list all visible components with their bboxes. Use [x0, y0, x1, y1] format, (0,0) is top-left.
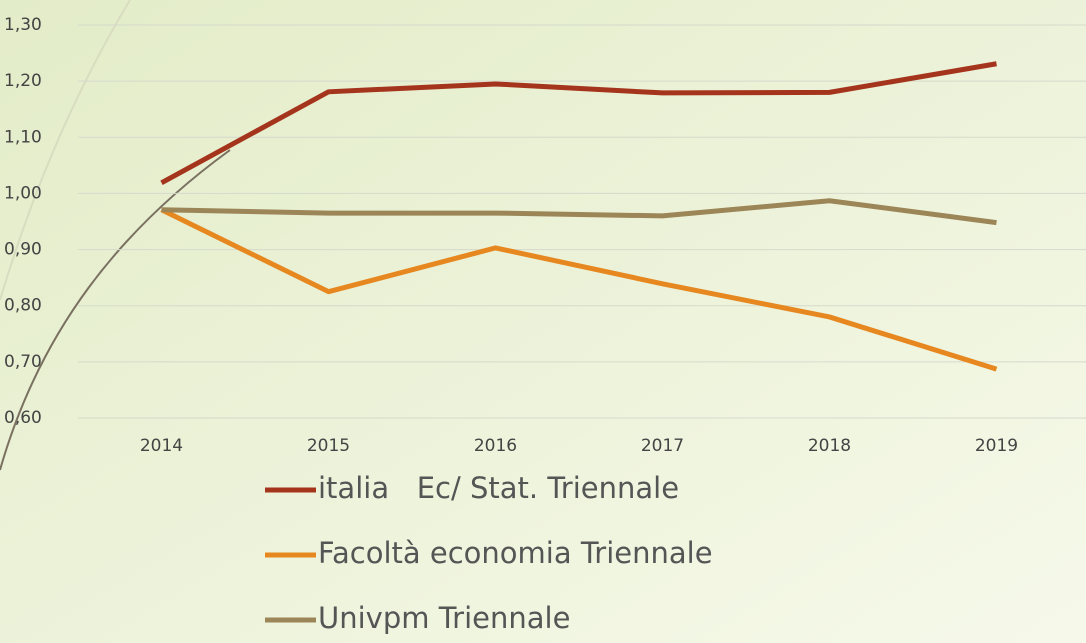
legend-label: italia Ec/ Stat. Triennale — [318, 471, 679, 505]
y-tick-label: 1,00 — [4, 183, 42, 203]
y-tick-label: 1,20 — [4, 71, 42, 91]
y-tick-label: 0,60 — [4, 408, 42, 428]
legend-label: Univpm Triennale — [318, 601, 570, 635]
y-tick-label: 1,10 — [4, 127, 42, 147]
legend-label: Facoltà economia Triennale — [318, 536, 713, 570]
y-tick-label: 0,80 — [4, 296, 42, 316]
chart: 0,60 0,70 0,80 0,90 1,00 1,10 1,20 1,30 2014 2015… — [0, 0, 1086, 643]
x-tick-label: 2019 — [975, 436, 1018, 456]
x-tick-label: 2014 — [140, 436, 183, 456]
x-tick-label: 2016 — [474, 436, 517, 456]
y-tick-label: 0,70 — [4, 352, 42, 372]
x-tick-label: 2017 — [641, 436, 684, 456]
x-tick-label: 2015 — [307, 436, 350, 456]
page: 0,60 0,70 0,80 0,90 1,00 1,10 1,20 1,30 2014 2015… — [0, 0, 1086, 643]
y-tick-label: 0,90 — [4, 240, 42, 260]
y-tick-label: 1,30 — [4, 15, 42, 35]
x-tick-label: 2018 — [808, 436, 851, 456]
